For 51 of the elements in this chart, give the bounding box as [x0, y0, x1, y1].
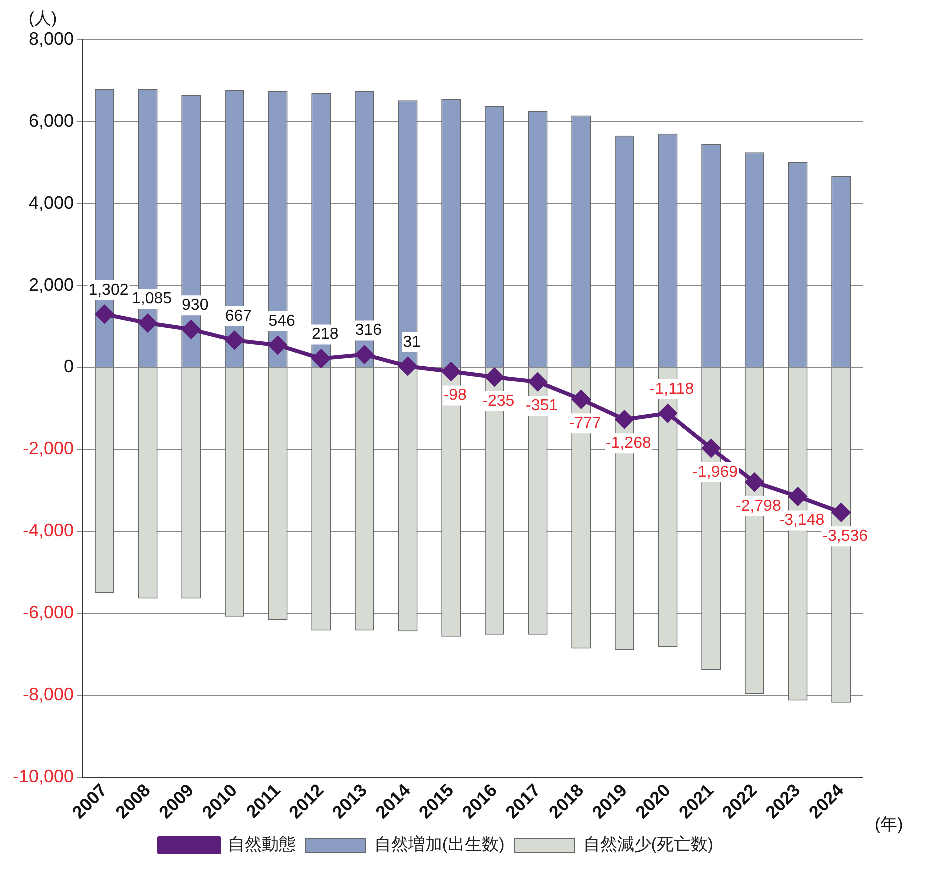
data-label: 316 — [355, 322, 382, 340]
data-label: -3,148 — [779, 512, 825, 530]
point — [442, 362, 460, 381]
y-tick-label: -8,000 — [23, 684, 74, 704]
y-axis-title: (人) — [28, 9, 58, 28]
data-label: -777 — [569, 414, 602, 432]
y-tick-label: 2,000 — [29, 274, 74, 295]
point — [529, 373, 548, 392]
point — [356, 346, 374, 364]
data-label: 546 — [268, 312, 296, 330]
point — [96, 305, 114, 324]
y-tick-label: -4,000 — [23, 520, 74, 541]
point — [572, 390, 590, 409]
data-label: 930 — [182, 297, 209, 314]
point — [616, 410, 634, 429]
point — [226, 331, 244, 350]
y-tick-label: 8,000 — [29, 28, 74, 49]
y-tick-label: -6,000 — [23, 602, 74, 623]
data-label: -1,969 — [692, 464, 738, 481]
data-label: -235 — [482, 392, 515, 410]
point — [832, 504, 850, 522]
data-label: -1,118 — [650, 380, 694, 398]
point — [746, 473, 764, 492]
legend-label: 自然増加(出生数) — [374, 835, 505, 854]
x-axis-title: (年) — [875, 815, 904, 834]
point — [399, 357, 418, 376]
y-tick-label: -10,000 — [12, 766, 74, 786]
point — [182, 320, 200, 339]
y-tick-label: 6,000 — [29, 110, 74, 131]
y-tick-label: 0 — [64, 356, 74, 377]
legend-label: 自然減少(死亡数) — [583, 835, 714, 854]
point — [312, 350, 330, 368]
y-tick-label: 4,000 — [29, 192, 74, 213]
data-label: -1,268 — [606, 435, 652, 452]
point — [659, 404, 678, 423]
y-tick-label: -2,000 — [23, 438, 74, 459]
point — [702, 439, 720, 458]
data-label: -98 — [444, 387, 468, 404]
data-label: -2,798 — [736, 498, 782, 515]
legend-label: 自然動態 — [228, 835, 296, 854]
data-label: 1,302 — [88, 282, 129, 299]
point — [269, 336, 288, 354]
data-label: 31 — [403, 334, 422, 351]
data-label: 1,085 — [132, 290, 172, 308]
data-label: 218 — [312, 326, 339, 344]
data-label: 667 — [225, 308, 252, 325]
data-label: -3,536 — [822, 528, 868, 546]
point — [486, 368, 504, 386]
data-label: -351 — [526, 398, 558, 415]
point — [139, 314, 158, 332]
point — [789, 488, 808, 506]
